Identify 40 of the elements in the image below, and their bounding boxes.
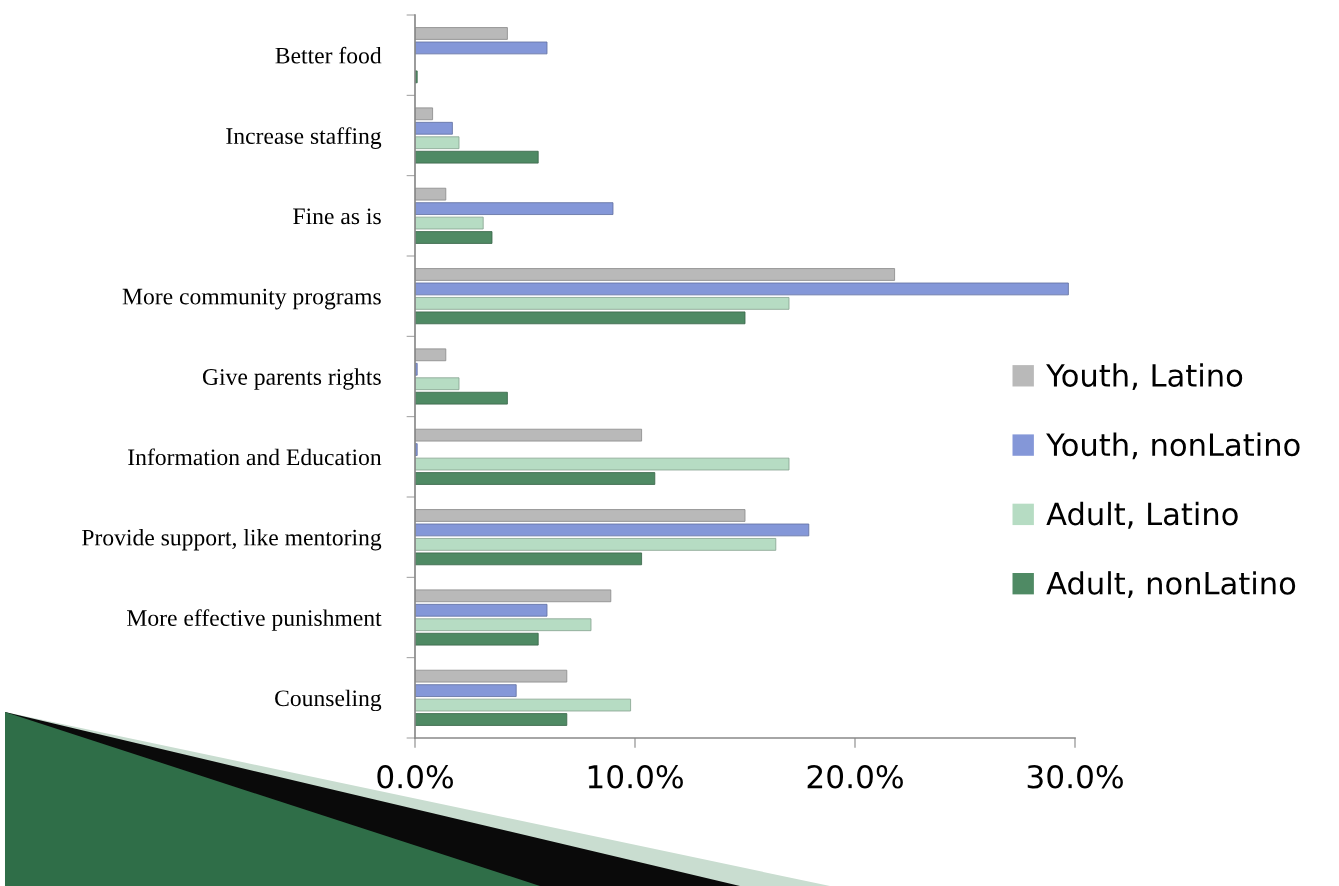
bar	[415, 552, 643, 566]
bar	[415, 684, 517, 697]
bar	[415, 150, 539, 164]
y-tick-label: Counseling	[275, 689, 382, 712]
bar	[415, 202, 614, 215]
bar	[415, 231, 493, 244]
y-tick-label: Better food	[275, 46, 382, 64]
y-tick-label: Increase staffing	[226, 127, 382, 149]
legend-label: Youth, Latino	[1046, 363, 1243, 391]
y-tick-label: Information and Education	[128, 448, 382, 466]
bar	[415, 311, 746, 325]
y-tick-label: Give parents rights	[202, 368, 381, 390]
bar	[415, 713, 568, 726]
y-tick-label: More effective punishment	[127, 609, 382, 631]
x-tick-label: 20.0%	[807, 764, 903, 789]
bar	[415, 41, 548, 55]
bar	[415, 538, 777, 551]
x-tick-label: 0.0%	[377, 764, 453, 789]
bar	[415, 391, 508, 405]
y-tick-label: Fine as is	[293, 208, 381, 225]
bar	[415, 297, 790, 310]
x-tick-label: 10.0%	[588, 764, 683, 789]
bar	[415, 377, 460, 391]
bar	[415, 282, 1069, 296]
bar	[415, 457, 790, 471]
bar	[415, 603, 548, 617]
bar	[415, 618, 592, 632]
bar	[415, 136, 460, 150]
bar	[415, 523, 810, 537]
bar	[415, 216, 484, 230]
legend-label: Adult, Latino	[1046, 501, 1238, 529]
x-tick-label: 30.0%	[1027, 764, 1123, 789]
bar	[415, 121, 453, 135]
legend-label: Adult, nonLatino	[1046, 571, 1296, 598]
bar	[415, 698, 632, 712]
bar	[415, 632, 539, 646]
legend-label: Youth, nonLatino	[1046, 432, 1300, 460]
bar	[415, 472, 656, 485]
y-tick-label: Provide support, like mentoring	[82, 528, 382, 551]
y-tick-label: More community programs	[122, 288, 381, 310]
